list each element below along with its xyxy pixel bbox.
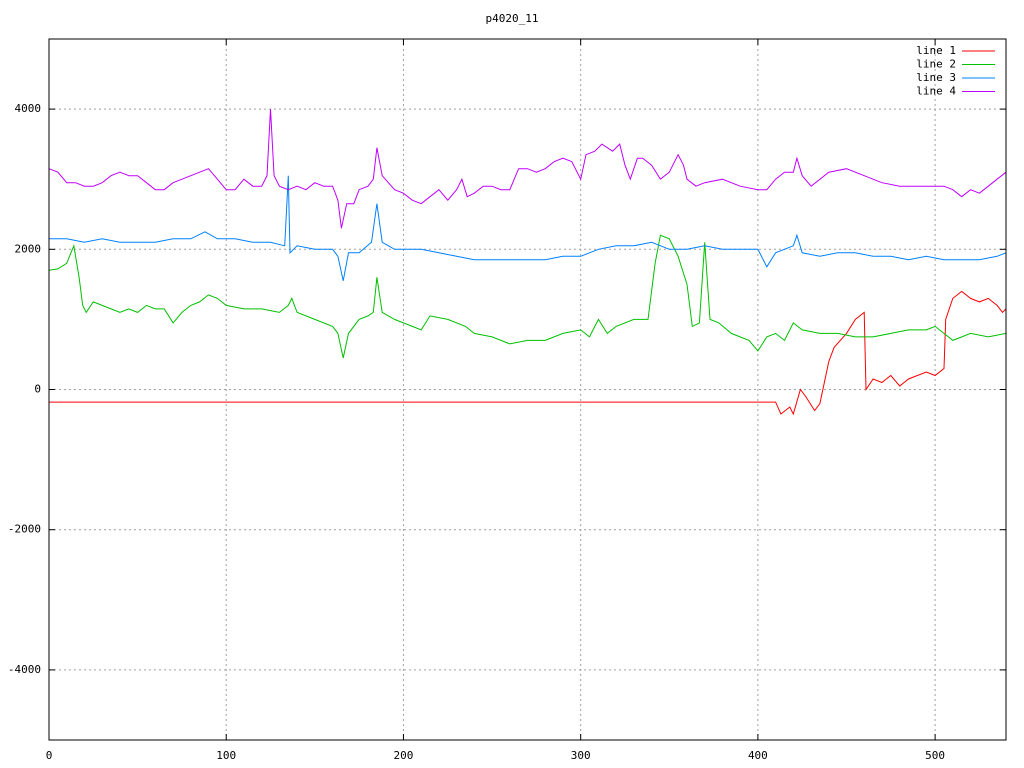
x-tick-label: 100: [216, 749, 236, 762]
series-line: [49, 175, 1007, 281]
series-line: [48, 234, 1007, 359]
x-tick-label: 500: [925, 749, 945, 762]
series-line: [49, 290, 1007, 416]
plot-border: [48, 38, 1007, 741]
legend-label: line 2: [916, 58, 956, 71]
y-tick-label: -2000: [8, 523, 41, 536]
x-tick-label: 400: [748, 749, 768, 762]
x-tick-label: 300: [571, 749, 591, 762]
y-tick-label: 4000: [15, 102, 42, 115]
chart-title: p4020_11: [486, 12, 539, 25]
legend-label: line 1: [916, 44, 956, 57]
legend-label: line 4: [916, 85, 956, 98]
legend-label: line 3: [916, 71, 956, 84]
y-tick-label: -4000: [8, 663, 41, 676]
y-tick-label: 0: [34, 383, 41, 396]
x-tick-label: 0: [46, 749, 53, 762]
x-tick-label: 200: [394, 749, 414, 762]
y-tick-label: 2000: [15, 242, 42, 255]
series-line: [48, 109, 1007, 229]
